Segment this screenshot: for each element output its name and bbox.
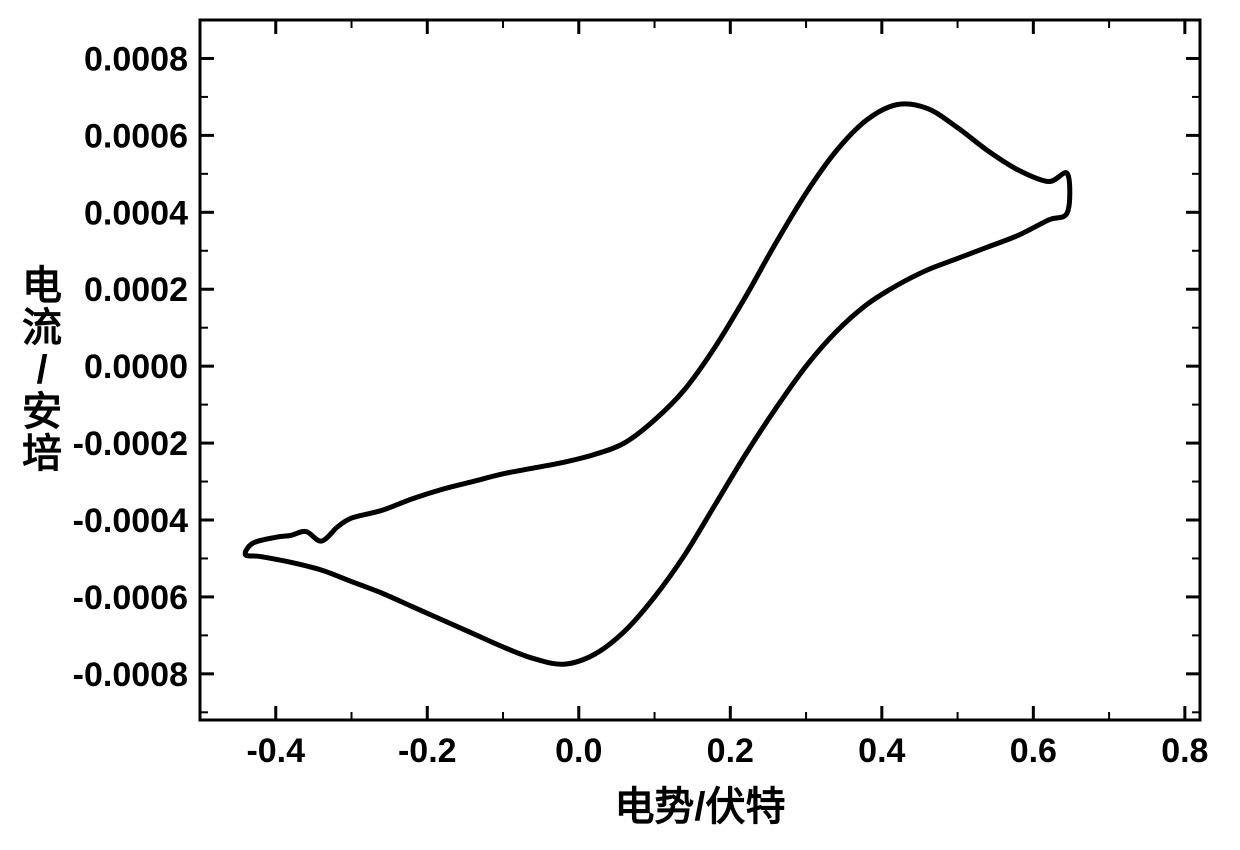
x-tick-label: 0.8 xyxy=(1161,732,1208,770)
y-axis-title-glyph: 电 xyxy=(22,264,62,308)
x-tick-label: 0.2 xyxy=(707,732,754,770)
x-axis-title: 电势/伏特 xyxy=(614,785,785,829)
cv-chart: -0.4 -0.2 0.0 0.2 0.4 0.6 0.8 -0.0008 -0.0006 -0.… xyxy=(0,0,1240,850)
y-tick-label: -0.0002 xyxy=(73,425,188,463)
y-axis-title-glyph: 培 xyxy=(22,432,62,476)
y-axis-title-glyph: 安 xyxy=(22,390,62,434)
x-tick-label: -0.2 xyxy=(398,732,457,770)
y-tick-label: -0.0006 xyxy=(73,579,188,617)
y-axis-title-glyph: 流 xyxy=(22,306,62,350)
y-tick-label: 0.0004 xyxy=(84,194,188,232)
x-tick-label: 0.4 xyxy=(858,732,905,770)
y-axis-title-glyph: / xyxy=(36,348,47,392)
y-tick-label: 0.0008 xyxy=(84,40,188,78)
chart-svg: -0.4 -0.2 0.0 0.2 0.4 0.6 0.8 -0.0008 -0.0006 -0.… xyxy=(0,0,1240,850)
x-tick-label: 0.6 xyxy=(1010,732,1057,770)
y-tick-label: 0.0000 xyxy=(84,348,188,386)
x-tick-label: 0.0 xyxy=(555,732,602,770)
x-tick-label: -0.4 xyxy=(246,732,305,770)
y-tick-label: 0.0002 xyxy=(84,271,188,309)
y-tick-label: 0.0006 xyxy=(84,117,188,155)
y-tick-label: -0.0008 xyxy=(73,656,188,694)
y-tick-label: -0.0004 xyxy=(73,502,188,540)
